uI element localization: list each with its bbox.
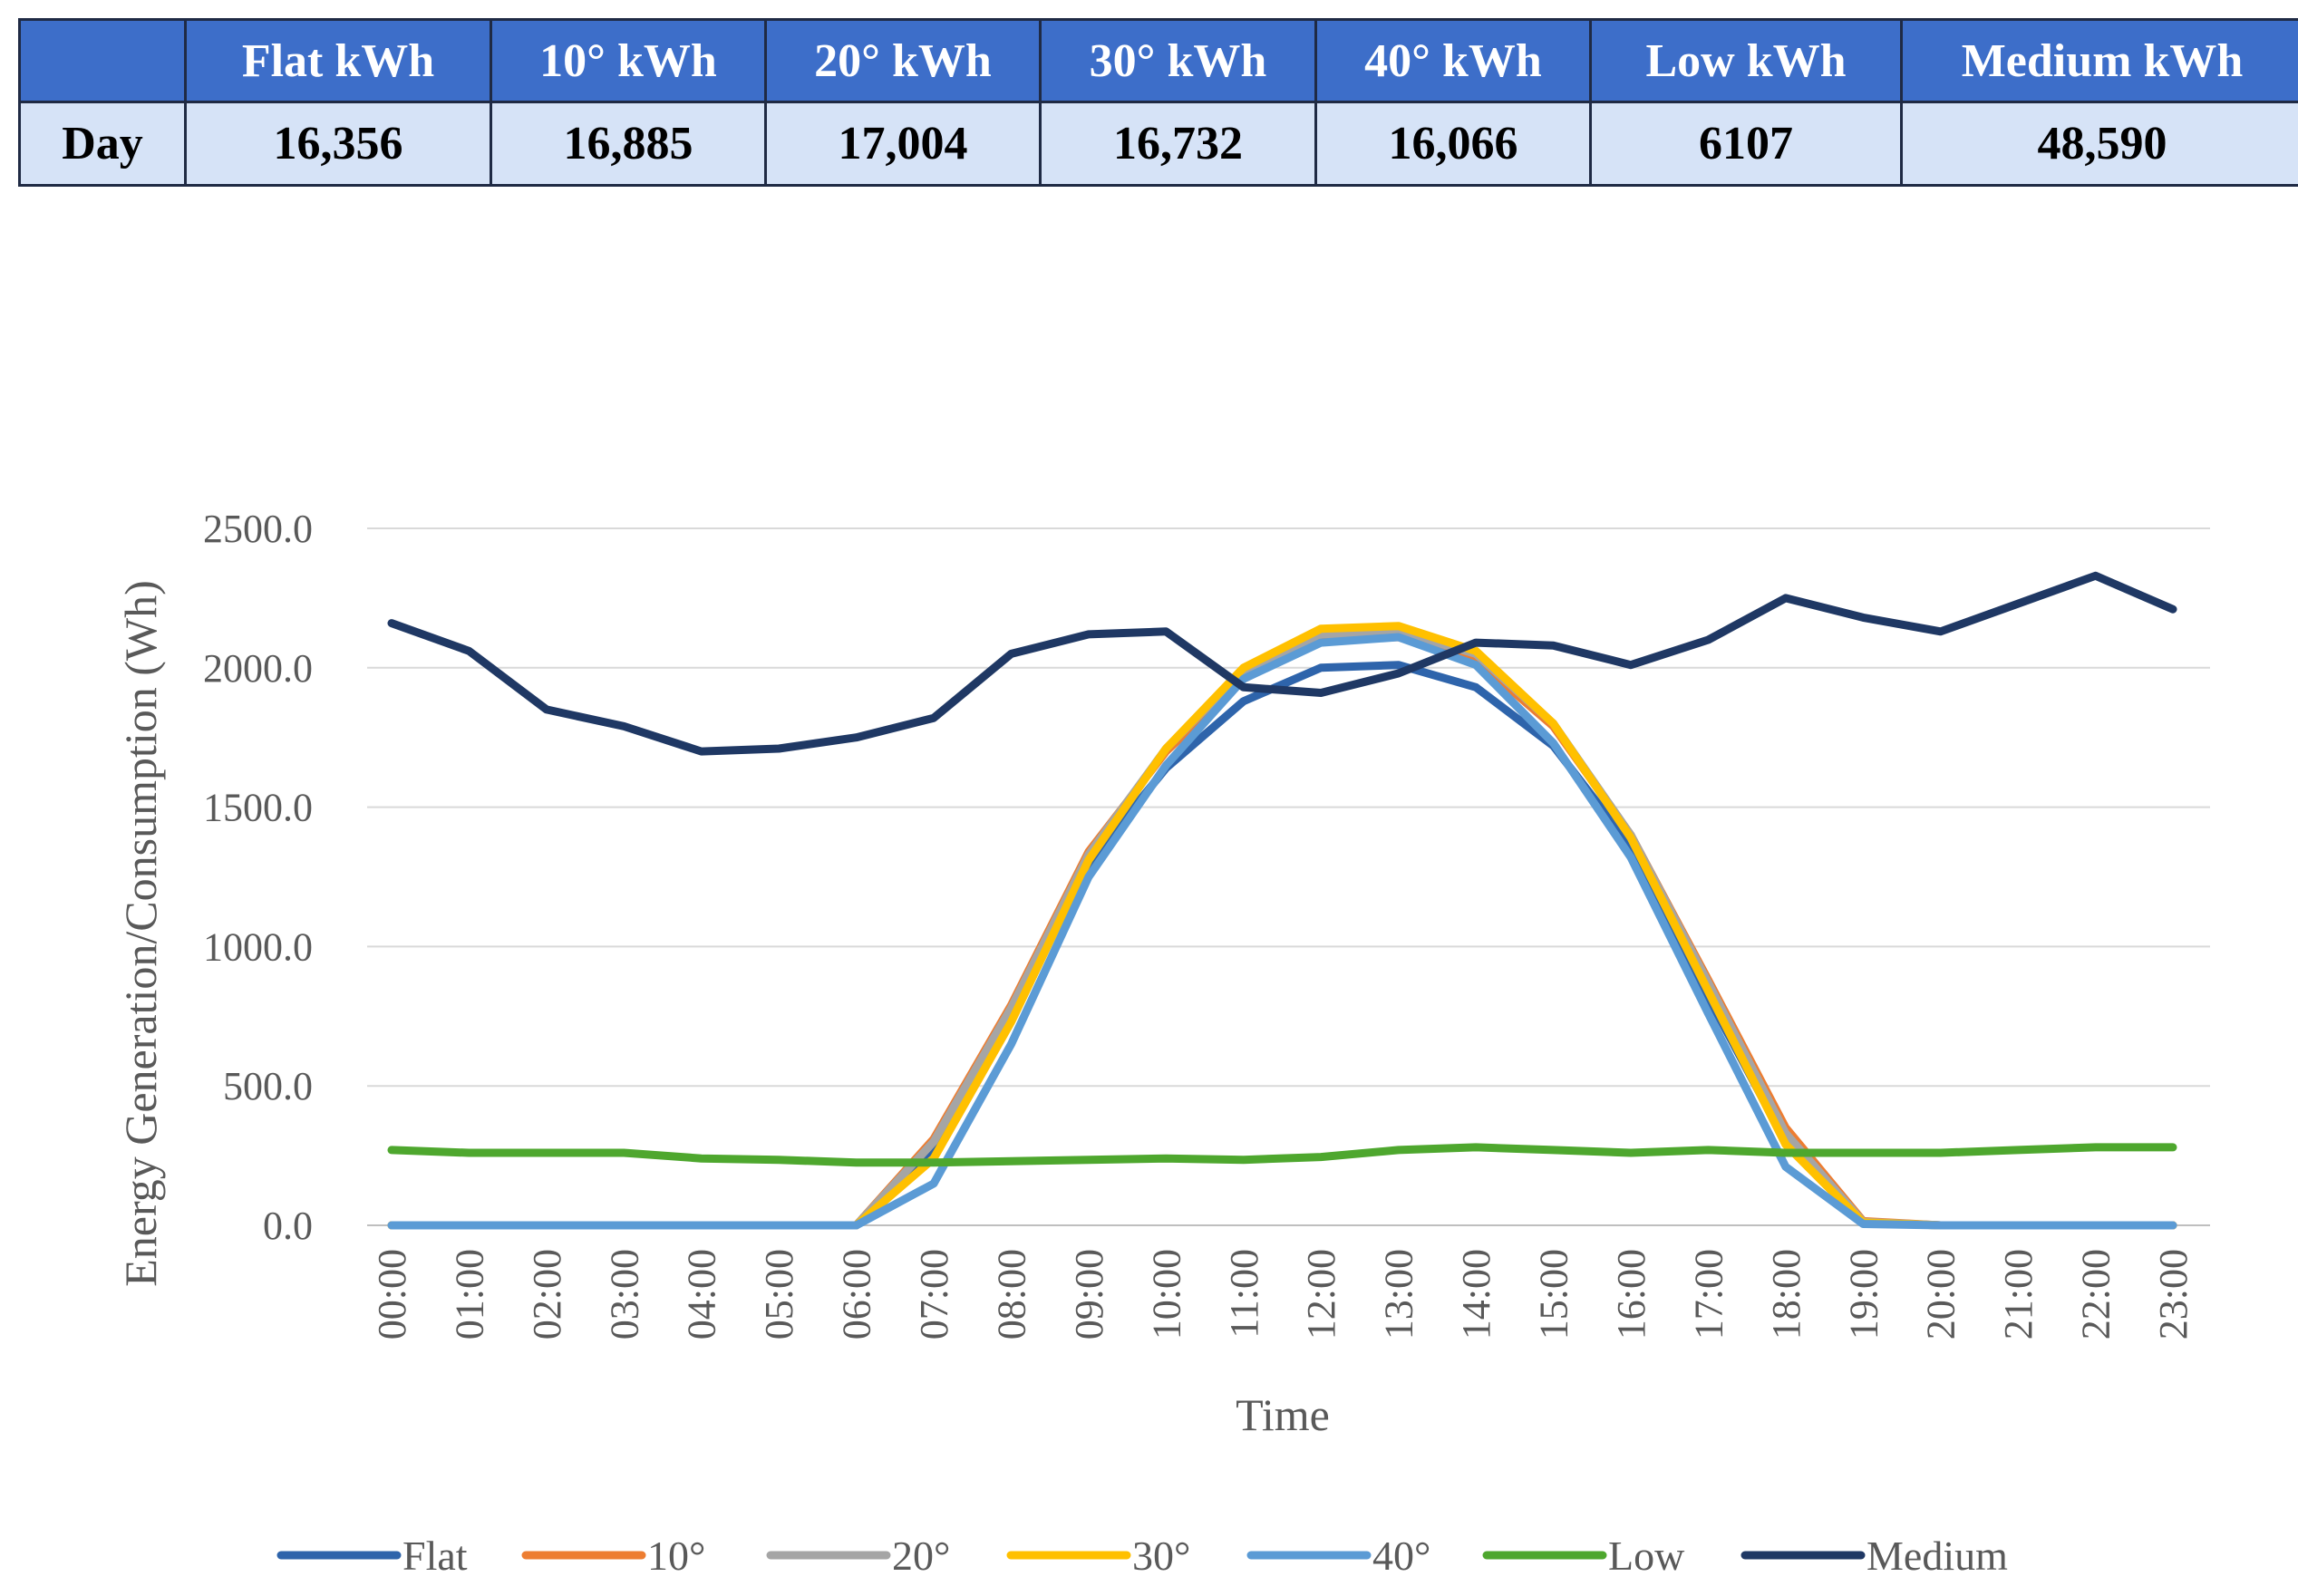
header-cell-flat: Flat kWh bbox=[184, 18, 492, 103]
legend-label: 10° bbox=[647, 1533, 705, 1579]
x-tick-label: 03:00 bbox=[602, 1249, 646, 1340]
y-tick-label: 500.0 bbox=[223, 1064, 313, 1108]
x-tick-label: 07:00 bbox=[912, 1249, 956, 1340]
y-tick-label: 2000.0 bbox=[203, 646, 313, 691]
x-tick-label: 14:00 bbox=[1454, 1249, 1498, 1340]
cell-medium-kwh: 48,590 bbox=[1900, 101, 2298, 187]
header-cell-30deg: 30° kWh bbox=[1039, 18, 1317, 103]
series-lines bbox=[387, 571, 2177, 1230]
cell-flat-kwh: 16,356 bbox=[184, 101, 492, 187]
series-line-20 bbox=[387, 627, 2177, 1230]
cell-low-kwh: 6107 bbox=[1589, 101, 1903, 187]
x-axis-title: Time bbox=[1236, 1389, 1330, 1440]
y-axis-ticks: 0.0 500.0 1000.0 1500.0 2000.0 2500.0 bbox=[203, 507, 313, 1248]
x-tick-label: 01:00 bbox=[447, 1249, 491, 1340]
x-tick-label: 19:00 bbox=[1841, 1249, 1886, 1340]
header-cell-medium: Medium kWh bbox=[1900, 18, 2298, 103]
x-tick-label: 12:00 bbox=[1299, 1249, 1343, 1340]
legend-label: 20° bbox=[892, 1533, 950, 1579]
table-row: Day 16,356 16,885 17,004 16,732 16,066 6… bbox=[18, 101, 2298, 187]
x-tick-label: 00:00 bbox=[370, 1249, 414, 1340]
x-tick-label: 08:00 bbox=[989, 1249, 1033, 1340]
y-tick-label: 0.0 bbox=[263, 1204, 313, 1248]
cell-20deg-kwh: 17,004 bbox=[764, 101, 1042, 187]
x-tick-label: 16:00 bbox=[1609, 1249, 1653, 1340]
header-cell-low: Low kWh bbox=[1589, 18, 1903, 103]
cell-40deg-kwh: 16,066 bbox=[1314, 101, 1592, 187]
x-tick-label: 06:00 bbox=[835, 1249, 879, 1340]
series-line-Low bbox=[387, 1143, 2177, 1167]
series-line-Medium bbox=[387, 571, 2177, 756]
y-tick-label: 1000.0 bbox=[203, 924, 313, 969]
series-line-30 bbox=[387, 622, 2177, 1230]
header-cell-10deg: 10° kWh bbox=[490, 18, 767, 103]
legend-label: 40° bbox=[1372, 1533, 1430, 1579]
x-tick-label: 20:00 bbox=[1919, 1249, 1963, 1340]
legend-label: Medium bbox=[1867, 1533, 2008, 1579]
header-cell-blank bbox=[18, 18, 187, 103]
x-tick-label: 02:00 bbox=[525, 1249, 569, 1340]
x-tick-label: 10:00 bbox=[1144, 1249, 1188, 1340]
x-tick-label: 21:00 bbox=[1996, 1249, 2041, 1340]
x-tick-label: 23:00 bbox=[2151, 1249, 2196, 1340]
x-tick-label: 17:00 bbox=[1686, 1249, 1731, 1340]
x-tick-label: 04:00 bbox=[680, 1249, 724, 1340]
cell-10deg-kwh: 16,885 bbox=[490, 101, 767, 187]
x-tick-label: 22:00 bbox=[2074, 1249, 2119, 1340]
table-header-row: Flat kWh 10° kWh 20° kWh 30° kWh 40° kWh… bbox=[18, 18, 2298, 103]
x-axis-ticks: 00:00 01:00 02:00 03:00 04:00 05:00 06:00 07:00… bbox=[370, 1249, 2196, 1340]
y-tick-label: 1500.0 bbox=[203, 786, 313, 830]
legend-label: Flat bbox=[402, 1533, 468, 1579]
x-tick-label: 18:00 bbox=[1764, 1249, 1808, 1340]
header-cell-20deg: 20° kWh bbox=[764, 18, 1042, 103]
header-cell-40deg: 40° kWh bbox=[1314, 18, 1592, 103]
summary-table: Flat kWh 10° kWh 20° kWh 30° kWh 40° kWh… bbox=[18, 18, 2298, 187]
cell-30deg-kwh: 16,732 bbox=[1039, 101, 1317, 187]
legend-label: 30° bbox=[1132, 1533, 1190, 1579]
y-tick-label: 2500.0 bbox=[203, 507, 313, 551]
series-line-10 bbox=[387, 633, 2177, 1230]
series-line-Flat bbox=[387, 661, 2177, 1230]
x-tick-label: 13:00 bbox=[1377, 1249, 1421, 1340]
chart-legend: Flat 10° 20° 30° 40° Low Medium bbox=[276, 1533, 2008, 1579]
y-axis-title: Energy Generation/Consumption (Wh) bbox=[115, 580, 166, 1286]
x-tick-label: 09:00 bbox=[1067, 1249, 1111, 1340]
series-line-40 bbox=[387, 633, 2177, 1230]
legend-label: Low bbox=[1608, 1533, 1685, 1579]
row-label-day: Day bbox=[18, 101, 187, 187]
x-tick-label: 11:00 bbox=[1222, 1249, 1266, 1339]
x-tick-label: 05:00 bbox=[757, 1249, 801, 1340]
x-tick-label: 15:00 bbox=[1532, 1249, 1576, 1340]
